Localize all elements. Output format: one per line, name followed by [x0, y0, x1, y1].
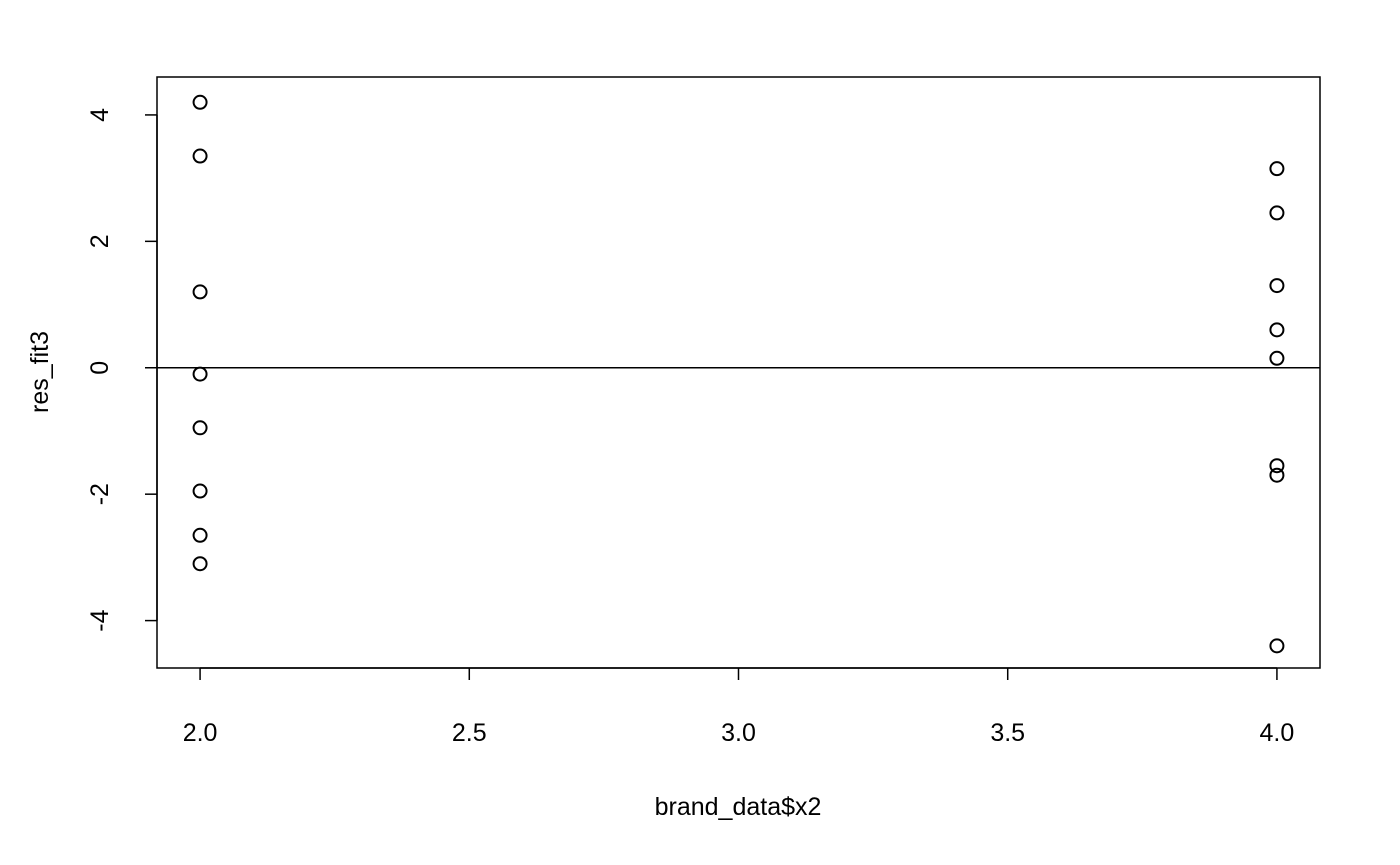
data-point	[1269, 322, 1285, 338]
y-axis-label: res_fit3	[26, 331, 54, 413]
data-point	[1269, 638, 1285, 654]
data-point	[1269, 467, 1285, 483]
data-point	[192, 94, 208, 110]
data-point	[192, 284, 208, 300]
x-axis-label: brand_data$x2	[655, 793, 822, 821]
data-point	[1269, 278, 1285, 294]
y-tick-label: -2	[86, 483, 114, 505]
data-point	[192, 366, 208, 382]
x-tick-label: 2.0	[183, 719, 218, 747]
y-tick-label: 2	[86, 234, 114, 248]
y-tick-label: -4	[86, 609, 114, 631]
plot-box	[156, 76, 1321, 669]
x-tick-label: 3.0	[721, 719, 756, 747]
y-tick-label: 4	[86, 108, 114, 122]
x-tick-label: 4.0	[1260, 719, 1295, 747]
data-point	[192, 420, 208, 436]
x-axis: 2.0 2.5 3.0 3.5 4.0	[183, 667, 1295, 747]
data-point	[1269, 350, 1285, 366]
data-points	[192, 94, 1285, 654]
data-point	[1269, 161, 1285, 177]
x-tick-label: 2.5	[452, 719, 487, 747]
y-axis: -4 -2 0 2 4	[86, 108, 158, 632]
data-point	[192, 148, 208, 164]
data-point	[192, 527, 208, 543]
data-point	[1269, 205, 1285, 221]
data-point	[192, 483, 208, 499]
data-point	[1269, 458, 1285, 474]
data-point	[192, 556, 208, 572]
x-tick-label: 3.5	[990, 719, 1025, 747]
y-tick-label: 0	[86, 361, 114, 375]
